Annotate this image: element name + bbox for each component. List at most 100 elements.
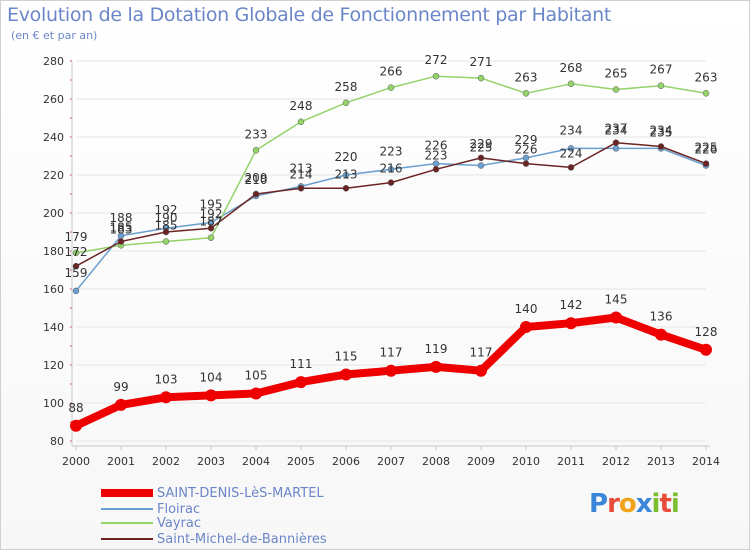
legend-label: SAINT-DENIS-LèS-MARTEL [157,485,324,501]
data-label: 99 [113,380,128,394]
data-point [162,228,170,236]
x-tick-label: 2002 [152,455,180,468]
data-label: 185 [110,221,133,235]
data-label: 248 [290,99,313,113]
data-label: 188 [110,211,133,225]
data-point [387,84,395,91]
data-point [432,166,440,173]
legend-item-floirac: Floirac [101,501,200,517]
data-point [160,391,172,404]
legend-label: Vayrac [157,515,202,531]
data-label: 258 [335,80,358,94]
data-label: 128 [695,325,718,339]
x-tick-label: 2003 [197,455,225,468]
logo-letter: r [607,489,620,519]
data-label: 119 [425,342,448,356]
chart-title: Evolution de la Dotation Globale de Fonc… [7,4,612,26]
data-point [657,82,665,89]
data-label: 229 [470,137,493,151]
data-point [115,398,127,411]
data-point [342,171,350,179]
data-label: 136 [650,310,673,324]
data-point [295,376,307,389]
y-tick-label: 140 [43,321,64,334]
data-label: 117 [470,346,493,360]
data-label: 187 [200,215,223,229]
x-tick-label: 2011 [557,455,585,468]
legend-item-saint-michel: Saint-Michel-de-Bannières [101,531,327,547]
data-point [655,328,667,341]
x-tick-label: 2006 [332,455,360,468]
data-label: 183 [110,222,133,236]
logo-letter: o [618,489,637,519]
data-label: 268 [560,61,583,75]
proxiti-logo: Proxiti [589,489,680,519]
data-label: 179 [65,230,88,244]
chart-subtitle: (en € et par an) [11,29,98,42]
data-label: 213 [335,167,358,181]
data-label: 267 [650,63,673,77]
x-tick-label: 2008 [422,455,450,468]
data-point [252,147,260,154]
data-point [385,364,397,377]
data-point [72,287,80,295]
data-label: 105 [245,369,268,383]
data-label: 103 [155,372,178,386]
data-point [477,74,485,82]
y-tick-label: 100 [43,397,64,410]
data-label: 226 [515,143,538,157]
data-label: 104 [200,370,223,384]
data-label: 159 [65,266,88,280]
data-label: 142 [560,298,583,312]
data-point [117,238,125,245]
data-point [702,90,710,97]
x-tick-label: 2000 [62,455,90,468]
data-point [205,389,217,402]
data-point [340,368,352,381]
data-label: 192 [155,203,178,217]
data-label: 226 [425,139,448,153]
data-label: 145 [605,293,628,307]
x-tick-label: 2010 [512,455,540,468]
legend-label: Floirac [157,501,201,517]
data-label: 214 [290,167,313,181]
data-point [702,160,710,167]
data-label: 209 [245,171,268,185]
data-point [610,311,622,324]
data-point [387,179,395,186]
legend-swatch [101,538,153,540]
data-label: 213 [290,161,313,175]
data-label: 111 [290,357,313,371]
data-point [297,118,305,126]
x-tick-label: 2005 [287,455,315,468]
data-point [387,166,395,173]
data-label: 271 [470,55,493,69]
y-tick-label: 80 [50,435,64,448]
logo-letter: i [670,489,680,519]
data-point [342,99,350,107]
data-point [522,90,530,97]
y-tick-label: 120 [43,359,64,372]
data-label: 223 [425,148,448,162]
logo-letter: i [651,489,661,519]
data-label: 272 [425,53,448,67]
data-point [612,145,620,152]
x-tick-label: 2012 [602,455,630,468]
x-tick-label: 2007 [377,455,405,468]
data-label: 266 [380,65,403,79]
data-point [520,321,532,333]
y-tick-label: 260 [43,93,64,106]
data-label: 192 [200,207,223,221]
data-label: 185 [155,219,178,233]
data-label: 190 [155,211,178,225]
data-label: 263 [695,70,718,84]
data-label: 234 [560,123,583,137]
data-point [72,262,80,270]
data-label: 237 [605,122,628,136]
data-label: 88 [68,401,83,415]
data-label: 234 [605,123,628,137]
data-label: 216 [380,162,403,176]
data-point [207,224,215,232]
x-tick-label: 2009 [467,455,495,468]
data-point [207,234,215,241]
